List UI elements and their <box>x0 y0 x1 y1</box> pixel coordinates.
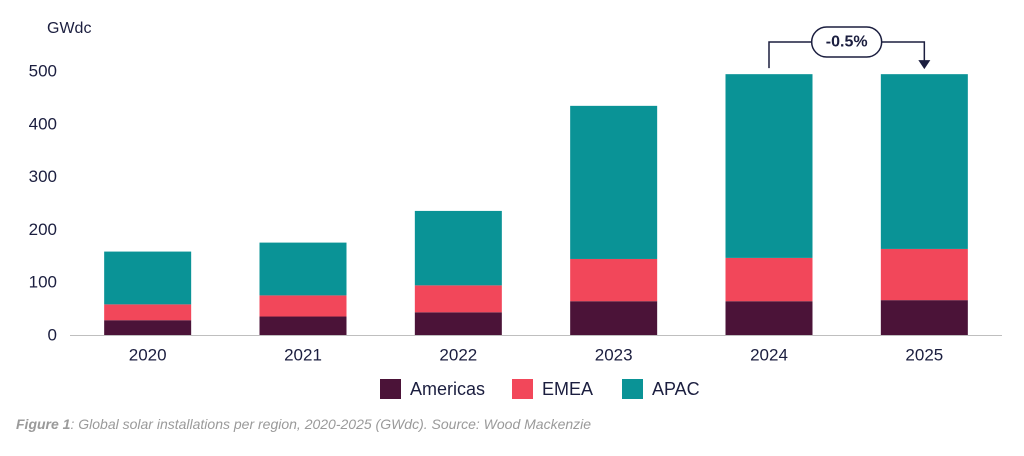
figure-caption: Figure 1: Global solar installations per… <box>16 416 591 432</box>
x-tick-label: 2025 <box>905 346 943 365</box>
x-tick-label: 2024 <box>750 346 788 365</box>
bar-emea-2025 <box>880 248 968 301</box>
y-tick-label: 300 <box>29 167 57 186</box>
y-axis-unit-label: GWdc <box>47 20 91 37</box>
bar-apac-2022 <box>414 210 502 286</box>
bar-apac-2024 <box>725 74 813 258</box>
annotation-label-box <box>810 26 883 58</box>
bar-apac-2020 <box>104 251 192 305</box>
caption-label: Figure 1 <box>16 416 71 432</box>
y-tick-label: 500 <box>29 62 57 81</box>
y-tick-label: 400 <box>29 114 57 133</box>
bar-americas-2021 <box>259 316 347 335</box>
legend-swatch-emea <box>512 379 533 399</box>
bar-americas-2022 <box>414 312 502 335</box>
y-tick-label: 0 <box>48 326 57 345</box>
bar-emea-2021 <box>259 295 347 317</box>
y-tick-label: 100 <box>29 273 57 292</box>
bar-emea-2020 <box>104 304 192 321</box>
legend-swatch-apac <box>622 379 643 399</box>
legend-label-americas: Americas <box>410 379 485 399</box>
bar-segments <box>104 74 968 335</box>
bar-apac-2023 <box>570 105 658 259</box>
annotation-label: -0.5% <box>826 34 868 51</box>
x-tick-label: 2020 <box>129 346 167 365</box>
caption-text: : Global solar installations per region,… <box>70 416 592 432</box>
bar-emea-2023 <box>570 258 658 302</box>
bar-americas-2025 <box>880 300 968 335</box>
x-axis-ticks: 2020 2021 2022 2023 2024 2025 <box>129 346 943 365</box>
x-tick-label: 2023 <box>595 346 633 365</box>
bar-americas-2020 <box>104 320 192 335</box>
legend-label-emea: EMEA <box>542 379 593 399</box>
bar-americas-2023 <box>570 301 658 335</box>
x-tick-label: 2022 <box>439 346 477 365</box>
bar-emea-2024 <box>725 257 813 302</box>
change-annotation: -0.5% <box>768 26 931 70</box>
legend-label-apac: APAC <box>652 379 700 399</box>
y-axis-ticks: 0 100 200 300 400 500 <box>29 62 57 345</box>
bar-apac-2025 <box>880 74 968 249</box>
bar-emea-2022 <box>414 285 502 313</box>
y-tick-label: 200 <box>29 220 57 239</box>
bar-apac-2021 <box>259 242 347 296</box>
legend: Americas EMEA APAC <box>380 379 700 399</box>
legend-swatch-americas <box>380 379 401 399</box>
annotation-arrowhead <box>918 60 931 70</box>
x-tick-label: 2021 <box>284 346 322 365</box>
bar-americas-2024 <box>725 301 813 335</box>
